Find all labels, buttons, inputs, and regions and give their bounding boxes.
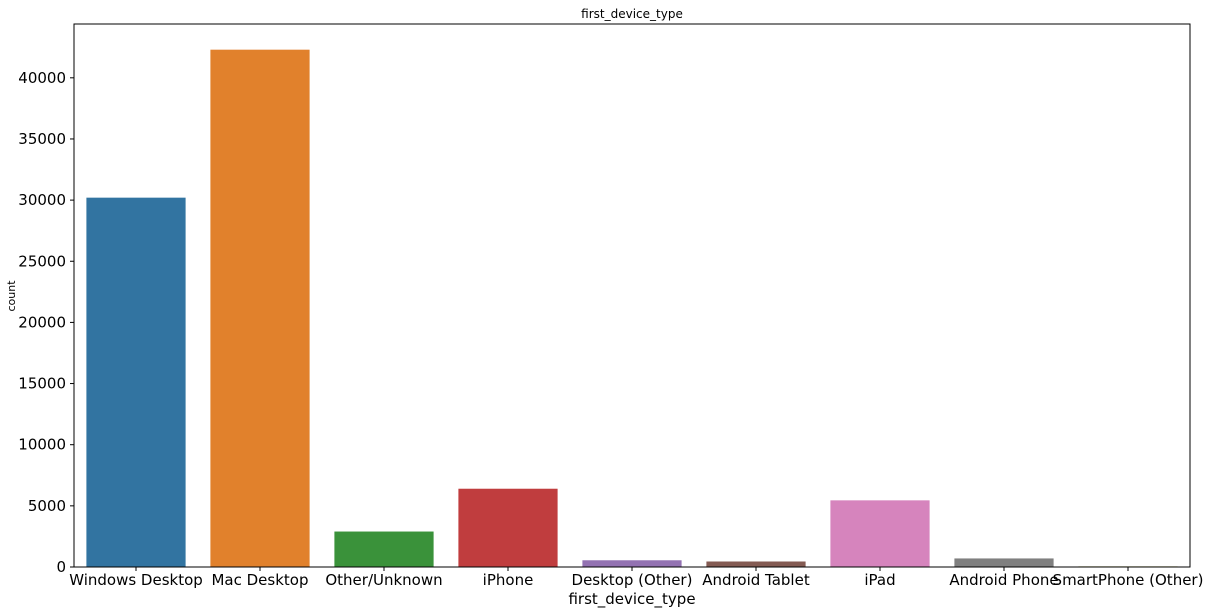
y-tick-label: 0 xyxy=(56,558,66,576)
x-tick-label: SmartPhone (Other) xyxy=(1053,571,1204,589)
x-tick-label: Android Tablet xyxy=(702,571,810,589)
bar-iphone xyxy=(458,488,558,567)
bar-desktop-other xyxy=(582,560,682,567)
bar-mac-desktop xyxy=(210,49,310,567)
x-tick-label: Android Phone xyxy=(949,571,1058,589)
bars-group xyxy=(86,49,1178,567)
y-tick-label: 15000 xyxy=(18,375,66,393)
x-tick-label: Other/Unknown xyxy=(325,571,442,589)
y-tick-label: 25000 xyxy=(18,252,66,270)
chart-title: first_device_type xyxy=(581,7,683,21)
x-axis-label: first_device_type xyxy=(568,590,695,609)
x-tick-label: Windows Desktop xyxy=(69,571,203,589)
x-tick-label: iPad xyxy=(864,571,895,589)
y-axis-label: count xyxy=(5,280,18,312)
x-tick-label: Desktop (Other) xyxy=(572,571,693,589)
bar-windows-desktop xyxy=(86,197,186,567)
x-axis-ticks: Windows Desktop Mac Desktop Other/Unknown i… xyxy=(69,567,1203,589)
x-tick-label: iPhone xyxy=(483,571,534,589)
y-axis-ticks: 0 5000 10000 15000 20000 25000 30000 35000 40000 xyxy=(18,69,74,576)
bar-other-unknown xyxy=(334,531,434,567)
bar-ipad xyxy=(830,500,930,567)
y-tick-label: 10000 xyxy=(18,436,66,454)
y-tick-label: 35000 xyxy=(18,130,66,148)
plot-frame xyxy=(73,23,1191,568)
bar-android-tablet xyxy=(706,561,806,567)
x-tick-label: Mac Desktop xyxy=(211,571,308,589)
bar-android-phone xyxy=(954,558,1054,567)
y-tick-label: 20000 xyxy=(18,313,66,331)
y-tick-label: 40000 xyxy=(18,69,66,87)
y-tick-label: 5000 xyxy=(28,497,66,515)
y-tick-label: 30000 xyxy=(18,191,66,209)
